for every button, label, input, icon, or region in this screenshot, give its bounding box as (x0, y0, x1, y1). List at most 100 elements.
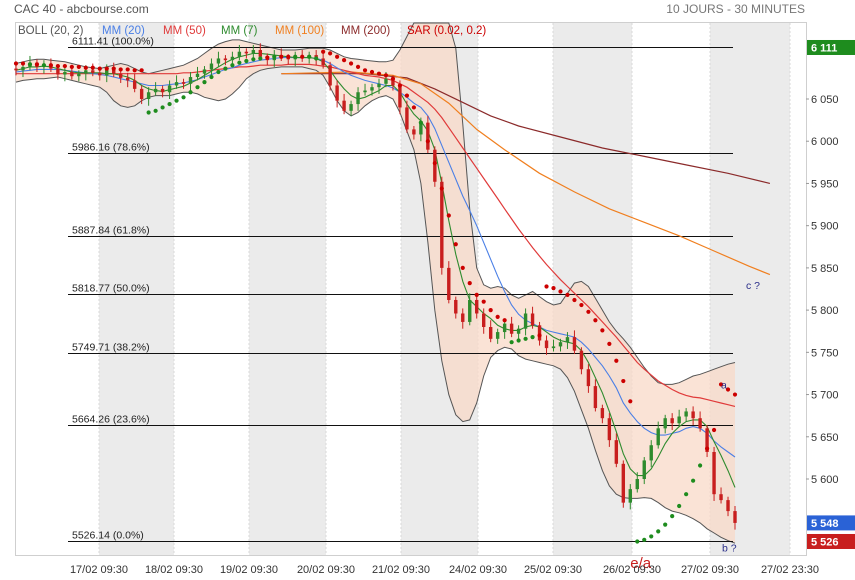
sar-dot (397, 83, 403, 88)
sar-dot (523, 336, 528, 341)
y-tick-label: 5 900 (811, 221, 839, 233)
parabolic-sar (13, 49, 738, 544)
candle-body (684, 411, 688, 417)
sar-dot (13, 61, 19, 66)
bollinger-lower (15, 66, 736, 544)
candle-body (209, 63, 214, 70)
candle-body (475, 299, 479, 314)
sar-dot (530, 335, 535, 340)
candle-body (223, 58, 228, 61)
sar-dot (167, 101, 172, 107)
candle-body (230, 56, 235, 61)
candle-body (579, 350, 584, 370)
sar-dot (565, 292, 570, 298)
candle-body (649, 445, 653, 461)
sar-dot (677, 503, 682, 509)
candle-body (146, 92, 151, 99)
candle-body (188, 77, 193, 84)
sar-dot (265, 55, 270, 60)
sar-dot (230, 63, 235, 68)
candle-body (112, 69, 116, 74)
sar-dot (649, 534, 654, 539)
sar-dot (41, 63, 47, 68)
fib-label: 5986.16 (78.6%) (72, 142, 150, 154)
candle-body (447, 267, 451, 300)
sar-dot (711, 427, 717, 433)
sar-dot (390, 76, 396, 81)
candle-body (691, 411, 695, 419)
sar-dot (418, 120, 423, 125)
candle-body (356, 92, 360, 105)
candle-body (502, 323, 507, 333)
candle-body (621, 463, 626, 503)
candle-body (488, 327, 493, 339)
candle-body (523, 313, 528, 329)
sar-dot (670, 514, 675, 519)
x-tick-label: 26/02 09:30 (603, 564, 661, 576)
sar-dot (83, 65, 88, 70)
candle-body (258, 50, 263, 57)
sar-dot (593, 318, 598, 323)
candle-body (335, 85, 339, 101)
sar-dot (348, 61, 354, 66)
candle-body (412, 129, 416, 135)
candle-body (174, 82, 179, 86)
y-axis: 5 600 5 650 5 700 5 750 5 800 5 850 5 900 5 950… (806, 94, 839, 486)
candle-body (663, 418, 667, 429)
candle-body (468, 299, 472, 322)
candle-body (530, 313, 535, 326)
sar-dot (614, 358, 619, 363)
sar-dot (132, 68, 137, 73)
sar-dot (76, 64, 81, 70)
sar-dot (300, 54, 305, 59)
candle-body (433, 149, 437, 182)
legend-item: MM (7) (221, 25, 258, 37)
y-tick-label: 5 750 (811, 347, 839, 359)
fib-label: 5887.84 (61.8%) (72, 225, 150, 237)
sar-dot (307, 54, 312, 59)
candle-body (216, 58, 221, 64)
sar-dot (174, 98, 179, 103)
sar-dot (55, 63, 60, 69)
candle-body (342, 100, 346, 111)
candle-body (98, 72, 102, 76)
sar-dot (481, 299, 486, 304)
fibonacci-levels: 6111.41 (100.0%) 5986.16 (78.6%) 5887.84 (… (68, 36, 733, 542)
mm100-line (281, 71, 771, 276)
x-tick-label: 20/02 09:30 (297, 564, 355, 576)
shaded-session (99, 23, 174, 555)
y-tick-label: 5 600 (811, 474, 839, 486)
price-tag-box (807, 39, 855, 55)
candle-body (516, 328, 521, 334)
candle-body (202, 69, 207, 74)
sar-dot (209, 74, 214, 80)
candle-body (614, 440, 619, 464)
sar-dot (286, 54, 291, 59)
mm200-line (281, 73, 771, 184)
candle-body (398, 85, 402, 108)
candle-body (642, 460, 646, 479)
sar-dot (684, 492, 689, 497)
y-tick-label: 5 950 (811, 178, 839, 190)
sar-dot (104, 66, 109, 71)
sar-dot (453, 242, 458, 247)
candle-body (63, 71, 67, 75)
sar-dot (732, 392, 738, 397)
candle-body (167, 85, 172, 93)
y-tick-label: 5 650 (811, 432, 839, 444)
candle-body (321, 58, 325, 66)
annotation-label: e/a (630, 555, 652, 572)
sar-dot (718, 382, 724, 387)
sar-dot (111, 66, 116, 71)
sar-dot (188, 90, 193, 95)
candle-body (181, 82, 186, 84)
legend-item: MM (100) (275, 25, 324, 37)
candle-body (153, 88, 158, 93)
sar-dot (279, 54, 284, 59)
sar-dot (621, 378, 626, 384)
candle-body (119, 73, 123, 78)
price-tag-box (807, 515, 855, 531)
sar-dot (439, 186, 444, 191)
sar-dot (90, 65, 95, 70)
sar-dot (579, 302, 584, 308)
